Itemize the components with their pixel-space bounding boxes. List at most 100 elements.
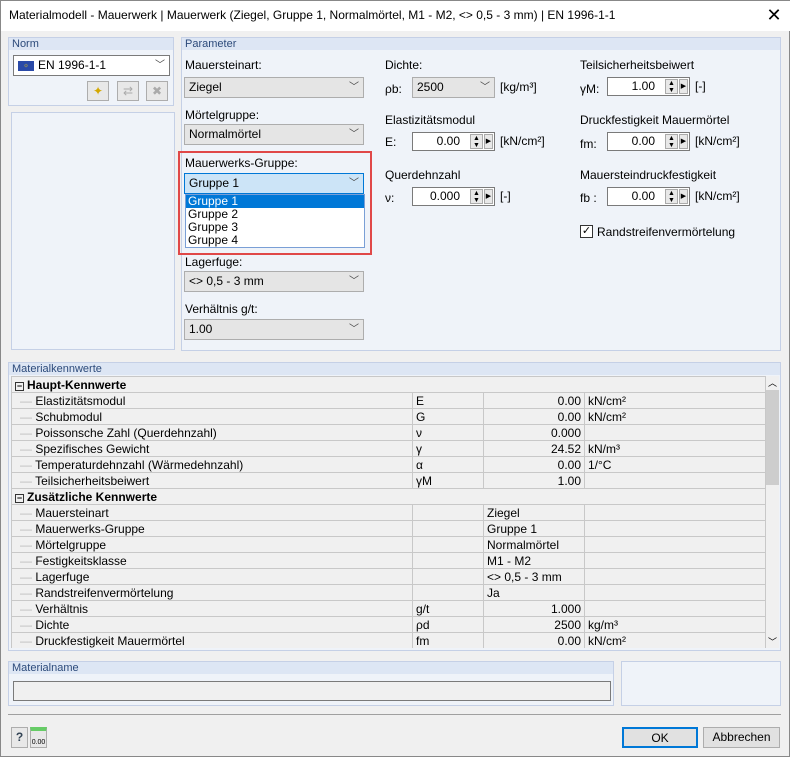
table-row[interactable]: — Schubmodul G 0.00 kN/cm² [11, 408, 766, 425]
property-value: 0.00 [483, 456, 585, 473]
emodul-value: 0.00 [436, 134, 460, 148]
mauerwerksgruppe-value: Gruppe 1 [189, 176, 240, 190]
table-row[interactable]: — Festigkeitsklasse M1 - M2 [11, 552, 766, 569]
cancel-button[interactable]: Abbrechen [703, 727, 780, 748]
property-name: Festigkeitsklasse [35, 553, 127, 568]
mauersteinart-value: Ziegel [189, 80, 222, 94]
steindruck-value: 0.00 [631, 189, 655, 203]
dropdown-option[interactable]: Gruppe 2 [188, 207, 239, 221]
kennwerte-header: Materialkennwerte [9, 363, 780, 375]
table-row[interactable]: — Mörtelgruppe Normalmörtel [11, 536, 766, 553]
teilsicherheit-input[interactable]: 1.00 ▲ ▼ ▶ [607, 77, 690, 96]
property-name: Mauerwerks-Gruppe [35, 521, 145, 536]
new-norm-button[interactable]: ✦ [87, 81, 109, 101]
querdehnzahl-input[interactable]: 0.000 ▲ ▼ ▶ [412, 187, 495, 206]
table-row[interactable]: — Dichte ρd 2500 kg/m³ [11, 616, 766, 633]
scroll-up-icon[interactable]: ︿ [767, 378, 777, 388]
collapse-icon[interactable]: − [15, 492, 24, 503]
edit-norm-button[interactable]: ⇄ [117, 81, 139, 101]
chevron-down-icon: ﹀ [349, 276, 359, 287]
scrollbar[interactable]: ︿ ﹀ [766, 376, 779, 648]
property-symbol: γ [412, 440, 484, 457]
property-unit: kN/cm² [584, 408, 766, 425]
property-value: <> 0,5 - 3 mm [483, 568, 585, 585]
table-row[interactable]: — Mauerwerks-Gruppe Gruppe 1 [11, 520, 766, 537]
property-symbol [412, 568, 484, 585]
emodul-unit: [kN/cm²] [500, 134, 545, 148]
spinner-icon[interactable]: ▲ ▼ [665, 79, 678, 94]
property-value: 1.00 [483, 472, 585, 489]
spinner-icon[interactable]: ▲ ▼ [665, 189, 678, 204]
ok-button[interactable]: OK [622, 727, 698, 748]
chevron-down-icon: ﹀ [349, 82, 359, 93]
arrow-right-icon[interactable]: ▶ [484, 189, 493, 204]
property-name: Lagerfuge [35, 569, 90, 584]
property-symbol [412, 504, 484, 521]
help-button[interactable]: ? [11, 727, 28, 748]
table-row[interactable]: — Lagerfuge <> 0,5 - 3 mm [11, 568, 766, 585]
mauersteinart-label: Mauersteinart: [185, 58, 262, 72]
scroll-down-icon[interactable]: ﹀ [767, 637, 777, 647]
dichte-label: Dichte: [385, 58, 423, 72]
property-unit [584, 520, 766, 537]
querdehnzahl-value: 0.000 [429, 189, 460, 203]
kennwerte-table: − Haupt-Kennwerte — Elastizitätsmodul E 0.00… [11, 376, 766, 648]
table-row[interactable]: — Poissonsche Zahl (Querdehnzahl) ν 0.000 [11, 424, 766, 441]
emodul-input[interactable]: 0.00 ▲ ▼ ▶ [412, 132, 495, 151]
arrow-right-icon[interactable]: ▶ [484, 134, 493, 149]
table-row[interactable]: — Teilsicherheitsbeiwert γM 1.00 [11, 472, 766, 489]
teilsicherheit-unit: [-] [695, 79, 706, 93]
section-row[interactable]: − Haupt-Kennwerte [11, 376, 766, 393]
steindruck-symbol: fb : [580, 191, 597, 205]
table-row[interactable]: — Spezifisches Gewicht γ 24.52 kN/m³ [11, 440, 766, 457]
materialname-input[interactable] [13, 681, 611, 701]
scroll-thumb[interactable] [766, 390, 779, 485]
norm-group: Norm ☼ EN 1996-1-1 ﹀ ✦ ⇄ ✖ [8, 37, 174, 106]
arrow-right-icon[interactable]: ▶ [679, 189, 688, 204]
steindruck-label: Mauersteindruckfestigkeit [580, 168, 717, 182]
table-row[interactable]: — Temperaturdehnzahl (Wärmedehnzahl) α 0.0… [11, 456, 766, 473]
property-unit [584, 424, 766, 441]
spinner-icon[interactable]: ▲ ▼ [470, 189, 483, 204]
mauersteinart-select[interactable]: Ziegel ﹀ [184, 77, 364, 98]
property-symbol: ρd [412, 616, 484, 633]
mauerwerksgruppe-label: Mauerwerks-Gruppe: [185, 156, 298, 170]
table-row[interactable]: — Druckfestigkeit Mauermörtel fm 0.00 kN/cm… [11, 632, 766, 648]
property-symbol: α [412, 456, 484, 473]
arrow-right-icon[interactable]: ▶ [679, 79, 688, 94]
property-name: Verhältnis [35, 601, 89, 616]
lagerfuge-select[interactable]: <> 0,5 - 3 mm ﹀ [184, 271, 364, 292]
druckmoertel-input[interactable]: 0.00 ▲ ▼ ▶ [607, 132, 690, 151]
norm-select[interactable]: ☼ EN 1996-1-1 ﹀ [13, 55, 170, 76]
table-row[interactable]: — Mauersteinart Ziegel [11, 504, 766, 521]
table-row[interactable]: — Verhältnis g/t 1.000 [11, 600, 766, 617]
close-button[interactable]: ✕ [766, 5, 782, 25]
section-row[interactable]: − Zusätzliche Kennwerte [11, 488, 766, 505]
property-name: Dichte [35, 617, 70, 632]
units-button[interactable]: 0.00 [30, 727, 47, 748]
dropdown-option[interactable]: Gruppe 3 [188, 220, 239, 234]
dichte-select[interactable]: 2500 ﹀ [412, 77, 495, 98]
delete-norm-button[interactable]: ✖ [146, 81, 168, 101]
dropdown-option[interactable]: Gruppe 4 [188, 233, 239, 247]
table-row[interactable]: — Elastizitätsmodul E 0.00 kN/cm² [11, 392, 766, 409]
arrow-right-icon[interactable]: ▶ [679, 134, 688, 149]
verhaeltnis-label: Verhältnis g/t: [185, 302, 258, 316]
emodul-symbol: E: [385, 135, 397, 149]
steindruck-input[interactable]: 0.00 ▲ ▼ ▶ [607, 187, 690, 206]
moertelgruppe-select[interactable]: Normalmörtel ﹀ [184, 124, 364, 145]
property-symbol: E [412, 392, 484, 409]
dichte-symbol: ρb: [385, 82, 402, 96]
verhaeltnis-select[interactable]: 1.00 ﹀ [184, 319, 364, 340]
property-unit [584, 568, 766, 585]
chevron-down-icon: ﹀ [349, 129, 359, 140]
spinner-icon[interactable]: ▲ ▼ [665, 134, 678, 149]
parameter-header: Parameter [182, 38, 780, 50]
mauerwerksgruppe-select[interactable]: Gruppe 1 ﹀ [184, 173, 364, 194]
dropdown-option[interactable]: Gruppe 1 [186, 195, 364, 208]
collapse-icon[interactable]: − [15, 380, 24, 391]
new-icon: ✦ [92, 84, 104, 98]
spinner-icon[interactable]: ▲ ▼ [470, 134, 483, 149]
table-row[interactable]: — Randstreifenvermörtelung Ja [11, 584, 766, 601]
randstreifen-checkbox[interactable]: ✓ [580, 225, 593, 238]
